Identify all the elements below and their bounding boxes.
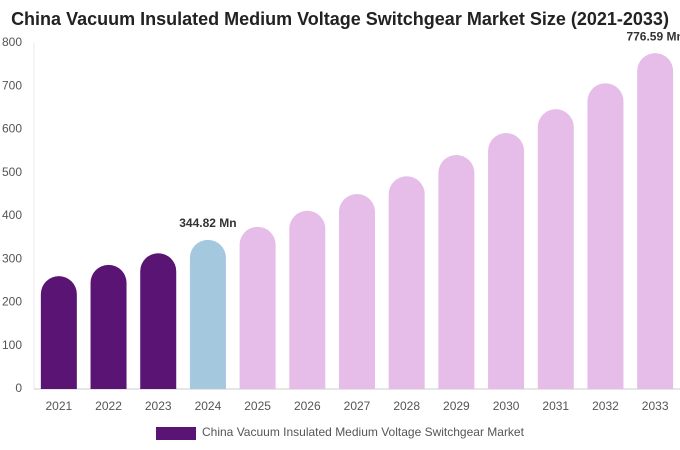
x-tick-label: 2032 — [592, 399, 619, 413]
bar — [488, 132, 525, 389]
bar — [289, 210, 326, 389]
bar — [537, 109, 574, 390]
x-tick-label: 2021 — [45, 399, 72, 413]
y-tick-label: 200 — [2, 295, 22, 309]
x-tick-label: 2031 — [542, 399, 569, 413]
x-tick-label: 2026 — [294, 399, 321, 413]
legend-label: China Vacuum Insulated Medium Voltage Sw… — [202, 425, 525, 439]
y-tick-label: 100 — [2, 338, 22, 352]
x-tick-label: 2027 — [344, 399, 371, 413]
y-tick-label: 500 — [2, 165, 22, 179]
bar — [587, 83, 624, 390]
x-tick-label: 2028 — [393, 399, 420, 413]
x-tick-label: 2029 — [443, 399, 470, 413]
legend-swatch — [156, 427, 196, 440]
x-tick-label: 2022 — [95, 399, 122, 413]
y-tick-label: 300 — [2, 251, 22, 265]
data-label: 776.59 Mn — [626, 29, 680, 43]
bar — [239, 226, 276, 389]
data-label: 344.82 Mn — [179, 216, 236, 230]
bar — [438, 155, 475, 389]
chart-title: China Vacuum Insulated Medium Voltage Sw… — [11, 9, 669, 29]
bar — [140, 253, 177, 389]
y-tick-label: 0 — [15, 381, 22, 395]
x-tick-label: 2025 — [244, 399, 271, 413]
bar — [40, 276, 77, 389]
bar — [189, 239, 226, 389]
y-tick-label: 800 — [2, 35, 22, 49]
x-tick-label: 2030 — [493, 399, 520, 413]
bar — [90, 264, 127, 389]
y-tick-label: 600 — [2, 122, 22, 136]
x-tick-label: 2023 — [145, 399, 172, 413]
y-tick-label: 400 — [2, 208, 22, 222]
y-tick-label: 700 — [2, 78, 22, 92]
x-tick-label: 2033 — [642, 399, 669, 413]
bar — [388, 176, 425, 389]
bar — [637, 53, 674, 390]
bar — [339, 193, 375, 389]
x-tick-label: 2024 — [195, 399, 222, 413]
